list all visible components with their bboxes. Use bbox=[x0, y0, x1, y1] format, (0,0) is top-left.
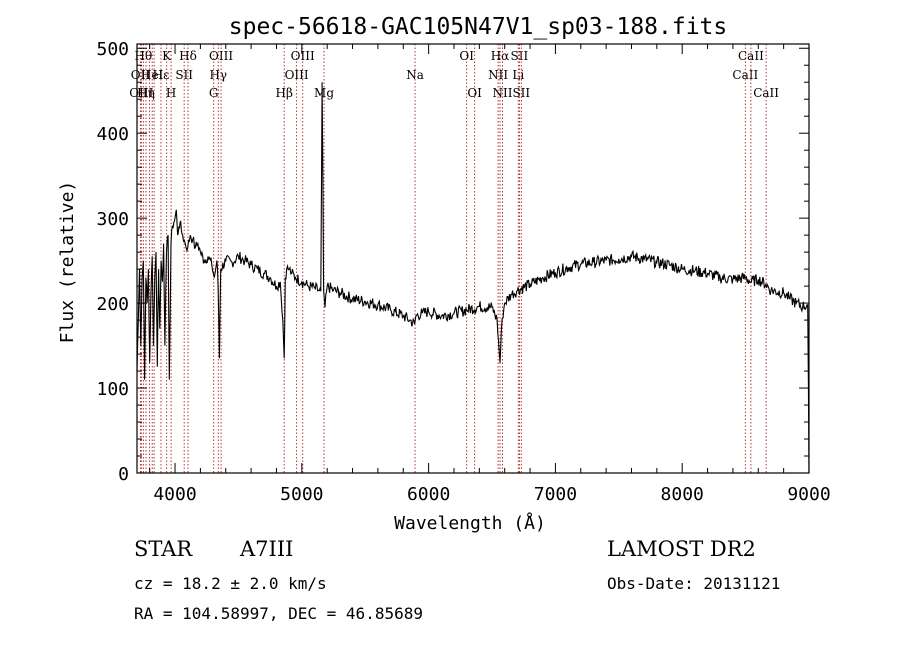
marker-label: Hθ bbox=[134, 49, 152, 63]
marker-label: OIII bbox=[285, 68, 309, 82]
marker-label: NII bbox=[488, 68, 508, 82]
marker-label: Hδ bbox=[179, 49, 197, 63]
marker-label: K bbox=[162, 49, 172, 63]
x-tick-label: 9000 bbox=[787, 484, 830, 505]
marker-label: OI bbox=[467, 86, 482, 100]
plot-frame bbox=[136, 43, 810, 474]
axis-ticks: 4000 5000 6000 7000 8000 9000 0 100 200 300 400 500 bbox=[96, 39, 830, 505]
marker-label: CaII bbox=[738, 49, 764, 63]
marker-label: Hγ bbox=[209, 68, 227, 82]
marker-label: SII bbox=[175, 68, 193, 82]
marker-label: HeI bbox=[141, 68, 164, 82]
survey-label: LAMOST DR2 bbox=[607, 537, 756, 561]
x-tick-label: 4000 bbox=[153, 484, 196, 505]
marker-label: SII bbox=[512, 86, 530, 100]
obs-date-label: Obs-Date: 20131121 bbox=[607, 574, 781, 593]
class-label: STAR bbox=[134, 537, 193, 561]
marker-label: Hα bbox=[491, 49, 510, 63]
marker-label: Hη bbox=[137, 86, 155, 100]
marker-label: Na bbox=[406, 68, 424, 82]
y-tick-label: 200 bbox=[96, 294, 129, 315]
marker-label: Li bbox=[512, 68, 524, 82]
marker-label: G bbox=[209, 86, 219, 100]
marker-label: CaII bbox=[753, 86, 779, 100]
y-tick-label: 400 bbox=[96, 124, 129, 145]
marker-label: OIII bbox=[291, 49, 315, 63]
marker-label: CaII bbox=[732, 68, 758, 82]
redshift-label: cz = 18.2 ± 2.0 km/s bbox=[134, 574, 327, 593]
x-tick-label: 7000 bbox=[534, 484, 577, 505]
subclass-label: A7III bbox=[240, 537, 294, 561]
x-tick-label: 8000 bbox=[661, 484, 704, 505]
marker-label: SII bbox=[511, 49, 529, 63]
marker-label: Hε bbox=[153, 68, 170, 82]
marker-label: Hβ bbox=[276, 86, 293, 100]
y-axis-label: Flux (relative) bbox=[57, 181, 78, 344]
coordinates-label: RA = 104.58997, DEC = 46.85689 bbox=[134, 604, 423, 623]
y-tick-label: 300 bbox=[96, 209, 129, 230]
y-tick-label: 100 bbox=[96, 379, 129, 400]
marker-label: OI bbox=[459, 49, 474, 63]
marker-label: OIII bbox=[209, 49, 233, 63]
y-tick-label: 500 bbox=[96, 39, 129, 60]
marker-label: OIII bbox=[129, 86, 153, 100]
marker-label: Mg bbox=[314, 86, 334, 100]
x-tick-label: 5000 bbox=[280, 484, 323, 505]
chart-title: spec-56618-GAC105N47V1_sp03-188.fits bbox=[229, 14, 728, 40]
x-tick-label: 6000 bbox=[407, 484, 450, 505]
marker-label: OII bbox=[131, 68, 151, 82]
x-axis-label: Wavelength (Å) bbox=[394, 512, 546, 534]
spectrum-line bbox=[136, 82, 810, 474]
marker-label: NII bbox=[493, 86, 513, 100]
marker-label: H bbox=[166, 86, 176, 100]
y-tick-label: 0 bbox=[118, 464, 129, 485]
